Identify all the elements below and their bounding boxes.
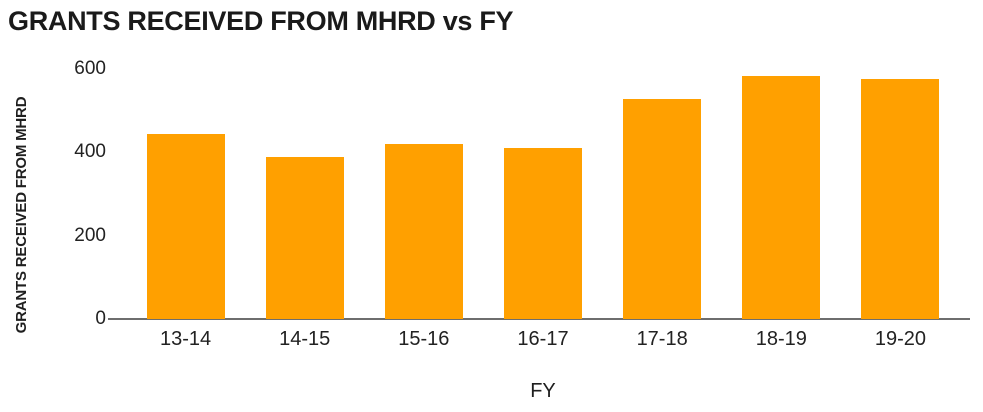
x-tick-label-17-18: 17-18: [636, 328, 688, 350]
x-tick-label-19-20: 19-20: [874, 328, 926, 350]
bar-16-17[interactable]: [504, 148, 582, 319]
chart-title: GRANTS RECEIVED FROM MHRD vs FY: [8, 6, 514, 36]
bar-15-16[interactable]: [384, 143, 463, 319]
y-tick-label-200: 200: [74, 224, 106, 246]
bar-19-20[interactable]: [861, 78, 940, 319]
x-tick-label-18-19: 18-19: [755, 328, 807, 350]
x-axis-line: [108, 318, 970, 320]
bar-14-15[interactable]: [265, 156, 344, 319]
bar-13-14[interactable]: [146, 133, 225, 319]
bar-17-18[interactable]: [623, 99, 702, 319]
y-axis-title: GRANTS RECEIVED FROM MHRD: [13, 96, 30, 334]
x-axis-title: FY: [530, 380, 556, 402]
y-tick-label-0: 0: [95, 308, 106, 329]
x-tick-label-16-17: 16-17: [517, 328, 569, 350]
x-tick-label-15-16: 15-16: [398, 328, 450, 350]
y-tick-label-400: 400: [74, 141, 106, 163]
y-tick-label-600: 600: [74, 58, 106, 79]
x-tick-label-14-15: 14-15: [279, 328, 331, 350]
x-tick-label-13-14: 13-14: [159, 328, 212, 350]
bar-18-19[interactable]: [742, 76, 821, 319]
